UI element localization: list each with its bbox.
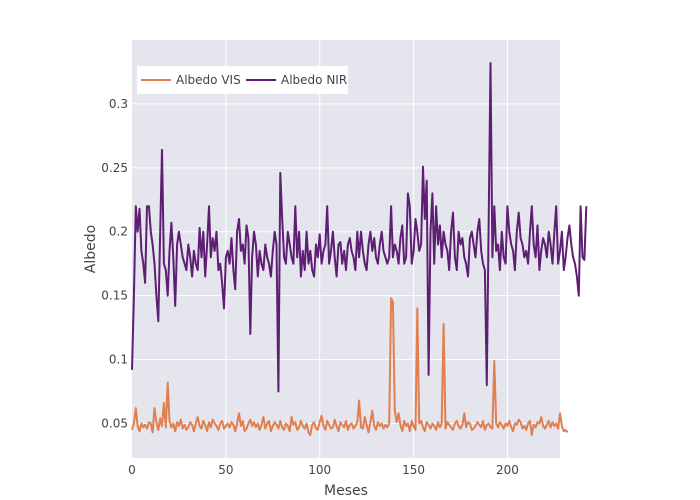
- y-tick-label: 0.15: [101, 289, 128, 303]
- x-axis-title: Meses: [324, 483, 368, 499]
- x-tick-label: 50: [218, 463, 233, 477]
- series-line-nir: [131, 62, 588, 393]
- y-tick-label: 0.05: [101, 416, 128, 430]
- y-tick-label: 0.2: [109, 225, 128, 239]
- x-tick-label: 0: [128, 463, 136, 477]
- legend-label-nir: Albedo NIR: [281, 73, 347, 87]
- x-tick-label: 150: [402, 463, 425, 477]
- series-lines: [131, 62, 588, 436]
- y-tick-label: 0.25: [101, 161, 128, 175]
- legend-box: [137, 66, 348, 94]
- x-tick-label: 100: [308, 463, 331, 477]
- y-tick-label: 0.3: [109, 97, 128, 111]
- tick-labels: 0 50 100 150 200 0.05 0.1 0.15 0.2 0.25 0.3: [101, 97, 519, 477]
- x-tick-label: 200: [496, 463, 519, 477]
- y-tick-label: 0.1: [109, 353, 128, 367]
- legend-label-vis: Albedo VIS: [176, 73, 241, 87]
- legend[interactable]: Albedo VIS Albedo NIR: [137, 66, 348, 94]
- series-line-vis: [131, 297, 569, 436]
- y-axis-title: Albedo: [83, 225, 99, 273]
